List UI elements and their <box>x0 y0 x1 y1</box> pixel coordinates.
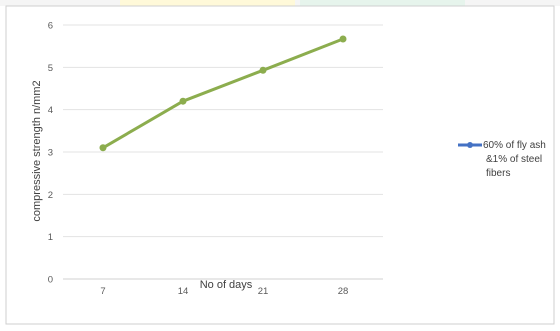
y-tick-label: 1 <box>48 232 53 243</box>
y-tick-label: 2 <box>48 190 53 201</box>
y-axis-title: compressive strength n/mm2 <box>31 80 43 221</box>
x-tick-label: 14 <box>178 286 189 297</box>
top-band-green <box>300 0 465 6</box>
y-tick-label: 3 <box>48 148 53 159</box>
y-tick-label: 0 <box>48 275 53 286</box>
data-point <box>339 35 347 43</box>
y-tick-label: 4 <box>48 105 53 116</box>
x-axis-title: No of days <box>200 279 253 291</box>
gridlines <box>63 24 383 280</box>
y-tick-label: 6 <box>48 21 53 32</box>
x-tick-label: 21 <box>258 286 269 297</box>
y-axis-ticks: 0 1 2 3 4 5 6 <box>48 21 53 286</box>
y-tick-label: 5 <box>48 63 53 74</box>
legend-line-2: &1% of steel <box>486 154 542 165</box>
legend-marker <box>467 142 473 148</box>
legend: 60% of fly ash &1% of steel fibers <box>458 140 546 179</box>
data-point <box>99 144 107 152</box>
chart-frame <box>5 5 555 325</box>
data-point <box>179 97 187 105</box>
data-point <box>259 66 267 74</box>
x-axis-ticks: 7 14 21 28 <box>100 286 348 297</box>
x-tick-label: 28 <box>338 286 349 297</box>
series-line <box>101 37 345 150</box>
legend-line-1: 60% of fly ash <box>483 140 546 151</box>
legend-line-3: fibers <box>486 168 510 179</box>
x-tick-label: 7 <box>100 286 105 297</box>
series-group <box>99 35 347 152</box>
top-band-yellow <box>120 0 295 6</box>
